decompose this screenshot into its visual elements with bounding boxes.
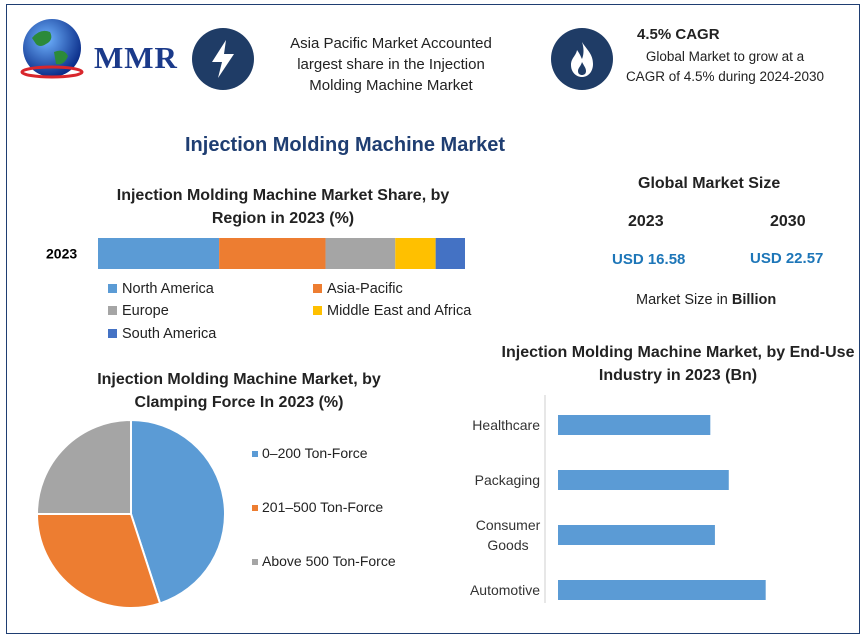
region-segment-north-america xyxy=(98,238,220,269)
legend-swatch xyxy=(313,306,322,315)
pie-legend-label: 0–200 Ton-Force xyxy=(262,445,368,461)
page-title: Injection Molding Machine Market xyxy=(184,134,506,156)
unit-bold: Billion xyxy=(731,292,777,308)
globe-icon xyxy=(20,19,84,79)
region-share-chart: 2023 North America Asia-Pacific Europe Middl… xyxy=(46,238,472,342)
value-2023: USD 16.58 xyxy=(612,251,686,268)
region-segment-south-america xyxy=(435,238,465,269)
clamping-chart-title: Injection Molding Machine Market, by Cla… xyxy=(97,371,381,411)
pie-legend-label: 201–500 Ton-Force xyxy=(262,499,383,515)
legend-swatch xyxy=(108,306,117,315)
region-legend-label: South America xyxy=(122,326,217,342)
flame-icon-badge xyxy=(551,28,613,90)
highlight-text: Asia Pacific Market Accounted largest sh… xyxy=(290,35,492,94)
region-legend-label: North America xyxy=(122,281,215,297)
region-bar-category-label: 2023 xyxy=(46,246,77,262)
enduse-category-label: Automotive xyxy=(470,582,540,598)
pie-legend-label: Above 500 Ton-Force xyxy=(262,553,396,569)
year-2030-label: 2030 xyxy=(770,213,806,230)
logo-text: MMR xyxy=(94,40,178,75)
flame-icon xyxy=(571,42,593,77)
enduse-bar xyxy=(558,525,715,545)
enduse-category-label: Healthcare xyxy=(472,417,540,433)
pie-slice xyxy=(130,420,226,605)
lightning-icon xyxy=(212,40,234,78)
pie-legend-swatch xyxy=(252,505,258,511)
enduse-bar xyxy=(558,415,711,435)
clamping-force-pie-chart: 0–200 Ton-Force 201–500 Ton-Force Above 50… xyxy=(35,420,396,609)
lightning-icon-badge xyxy=(192,28,254,90)
legend-swatch xyxy=(108,284,117,293)
mmr-logo: MMR xyxy=(14,14,179,80)
year-2023-label: 2023 xyxy=(628,213,664,230)
region-legend-label: Europe xyxy=(122,303,169,319)
market-size-unit: Market Size in Billion xyxy=(636,292,776,308)
pie-legend-swatch xyxy=(252,451,258,457)
enduse-category-label: Consumer xyxy=(476,517,541,533)
enduse-category-label: Packaging xyxy=(475,472,540,488)
pie-slice xyxy=(35,420,132,515)
legend-swatch xyxy=(313,284,322,293)
value-2030: USD 22.57 xyxy=(750,250,824,267)
end-use-industry-chart: Healthcare Packaging Consumer Goods Automoti… xyxy=(470,395,766,603)
region-chart-title: Injection Molding Machine Market Share, … xyxy=(116,187,450,227)
region-legend-label: Middle East and Africa xyxy=(327,303,472,319)
region-segment-europe xyxy=(325,238,396,269)
legend-swatch xyxy=(108,329,117,338)
enduse-chart-title: Injection Molding Machine Market, by End… xyxy=(501,344,855,384)
global-market-title: Global Market Size xyxy=(638,175,781,192)
region-segment-middle-east-and-africa xyxy=(395,238,436,269)
cagr-title: 4.5% CAGR xyxy=(637,26,720,43)
cagr-text: Global Market to grow at a CAGR of 4.5% … xyxy=(625,49,825,84)
enduse-bar xyxy=(558,580,766,600)
enduse-category-label: Goods xyxy=(487,537,528,553)
region-segment-asia-pacific xyxy=(219,238,326,269)
unit-prefix: Market Size in xyxy=(636,292,732,308)
pie-slice xyxy=(35,513,162,609)
region-legend-label: Asia-Pacific xyxy=(327,281,403,297)
enduse-bar xyxy=(558,470,729,490)
pie-legend-swatch xyxy=(252,559,258,565)
